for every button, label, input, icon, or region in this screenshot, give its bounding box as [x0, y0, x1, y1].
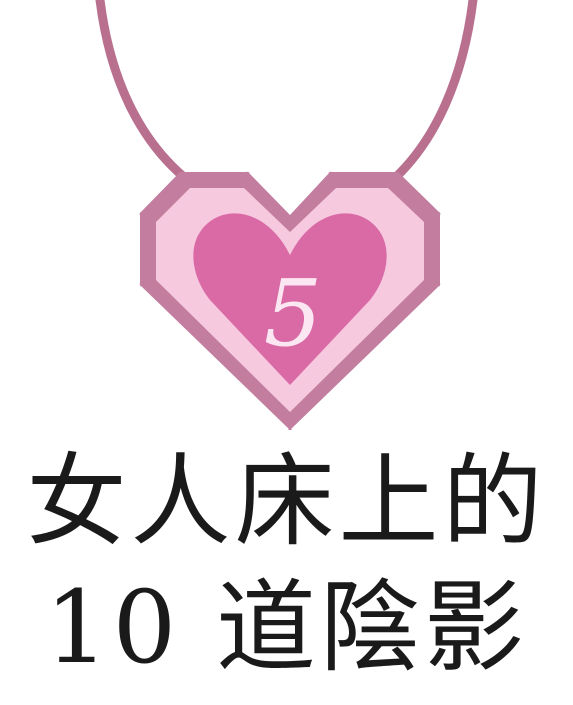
necklace-chain: [95, 0, 478, 183]
heart-pendant-illustration: 5: [95, 0, 478, 430]
heart-facets: [139, 171, 441, 430]
pendant-number: 5: [264, 260, 323, 367]
book-title-line-2: 10 道陰影: [44, 569, 529, 686]
heart-inner: [193, 213, 387, 385]
book-title-line-1: 女人床上的: [26, 443, 547, 560]
